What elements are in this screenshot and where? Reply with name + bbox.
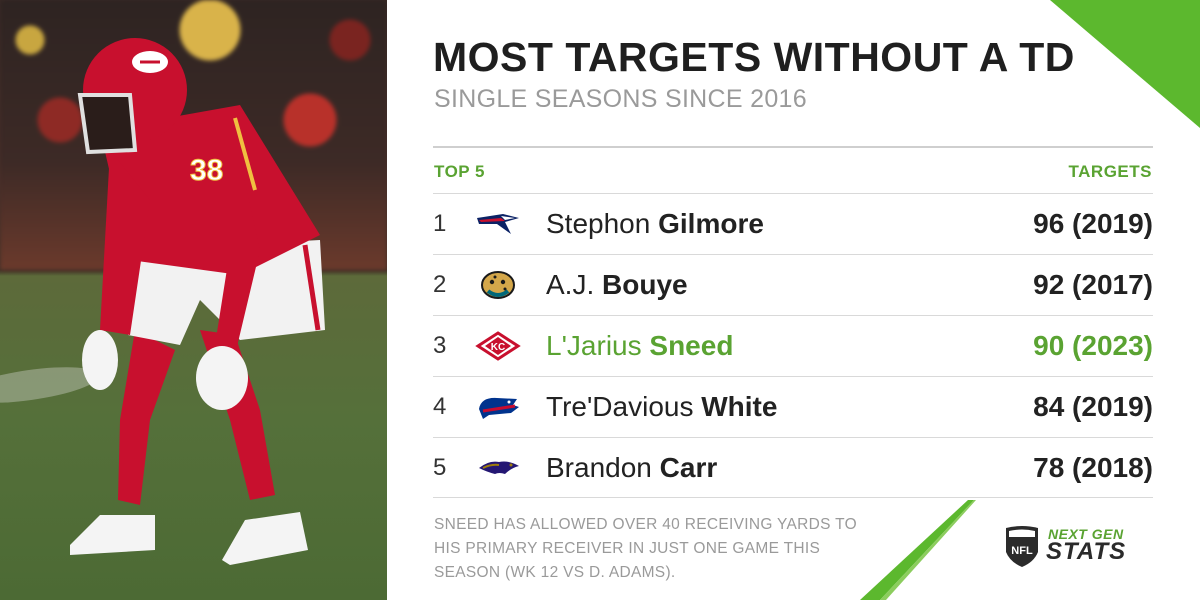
- footnote: SNEED HAS ALLOWED OVER 40 RECEIVING YARD…: [434, 516, 857, 581]
- patriots-logo-icon: [477, 214, 519, 234]
- player-last-name: Gilmore: [658, 208, 764, 239]
- chiefs-logo-icon: KC: [475, 331, 521, 361]
- page-subtitle: SINGLE SEASONS SINCE 2016: [434, 85, 807, 113]
- accent-slash-bottom: [860, 500, 976, 600]
- accent-slash-top: [1050, 0, 1200, 128]
- table-header-left: TOP 5: [434, 162, 486, 181]
- targets-value: 90 (2023): [1033, 330, 1153, 361]
- table-row: 2 A.J. Bouye 92 (2017): [433, 254, 1153, 315]
- player-name: L'Jarius Sneed: [546, 330, 733, 362]
- targets-value: 84 (2019): [1033, 391, 1153, 422]
- row-rank: 5: [433, 454, 447, 481]
- player-last-name: Carr: [659, 452, 718, 483]
- table-row: 1 Stephon Gilmore 96 (2019): [433, 193, 1153, 254]
- jersey-number: 38: [190, 154, 223, 187]
- targets-value: 92 (2017): [1033, 269, 1153, 300]
- svg-text:KC: KC: [491, 342, 505, 353]
- bills-logo-icon: [479, 397, 519, 419]
- table-row-highlighted: 3 KC L'Jarius Sneed 90 (2023): [433, 315, 1153, 376]
- player-photo: 38: [0, 0, 387, 600]
- divider: [433, 146, 1153, 148]
- player-name: A.J. Bouye: [546, 269, 688, 301]
- table-header-right: TARGETS: [1068, 162, 1152, 181]
- player-name: Tre'Davious White: [546, 391, 777, 423]
- table-row: 4 Tre'Davious White 84 (2019): [433, 376, 1153, 437]
- player-last-name: White: [701, 391, 778, 422]
- brand-stats: STATS: [1046, 538, 1127, 565]
- player-first-name: Tre'Davious: [546, 391, 694, 422]
- player-figure: 38: [70, 38, 325, 565]
- player-first-name: Brandon: [546, 452, 652, 483]
- nfl-text: NFL: [1011, 545, 1033, 557]
- jaguars-logo-icon: [481, 271, 515, 299]
- player-first-name: Stephon: [546, 208, 651, 239]
- page-title: MOST TARGETS WITHOUT A TD: [433, 34, 1075, 80]
- player-first-name: L'Jarius: [546, 330, 642, 361]
- targets-value: 96 (2019): [1033, 208, 1153, 239]
- next-gen-stats-logo: NFL NEXT GEN STATS: [1004, 524, 1154, 570]
- nfl-shield-icon: NFL: [1006, 526, 1038, 567]
- player-last-name: Sneed: [649, 330, 734, 361]
- row-rank: 2: [433, 271, 447, 298]
- player-last-name: Bouye: [602, 269, 688, 300]
- player-name: Brandon Carr: [546, 452, 717, 484]
- table-row: 5 Brandon Carr 78 (2018): [433, 437, 1153, 498]
- player-name: Stephon Gilmore: [546, 208, 764, 240]
- leaderboard-table: 1 Stephon Gilmore 96 (2019) 2 A.J. Bouye…: [433, 193, 1153, 498]
- brand-next-gen: NEXT GEN: [1048, 526, 1124, 542]
- table-header: TOP 5 TARGETS: [433, 160, 1153, 188]
- ravens-logo-icon: [479, 461, 519, 474]
- player-first-name: A.J.: [546, 269, 595, 300]
- row-rank: 4: [433, 393, 447, 420]
- targets-value: 78 (2018): [1033, 452, 1153, 483]
- row-rank: 3: [433, 332, 447, 359]
- row-rank: 1: [433, 210, 447, 237]
